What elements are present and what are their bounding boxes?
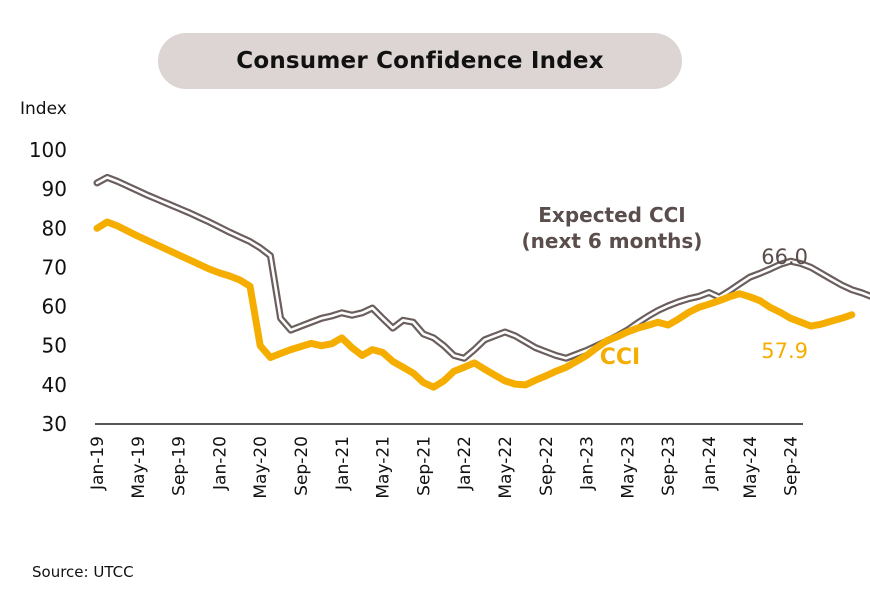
expected-cci-label-line1: Expected CCI [538, 203, 686, 227]
y-tick-label: 30 [42, 412, 67, 436]
x-tick-label: Sep-19 [170, 436, 190, 496]
x-tick-label: Jan-21 [333, 436, 353, 491]
y-tick-label: 40 [42, 373, 67, 397]
series-lines [93, 173, 870, 391]
x-tick-label: Sep-22 [537, 436, 557, 496]
source-note: Source: UTCC [32, 563, 134, 581]
x-tick-label: May-23 [618, 436, 638, 499]
y-tick-label: 70 [42, 255, 67, 279]
chart-title: Consumer Confidence Index [236, 48, 604, 74]
y-tick-label: 90 [42, 177, 67, 201]
x-tick-label: Jan-23 [578, 436, 598, 491]
x-tick-label: Sep-23 [659, 436, 679, 496]
x-tick-label: May-22 [496, 436, 516, 499]
x-tick-label: Sep-21 [414, 436, 434, 496]
expected-cci-label-line2: (next 6 months) [522, 229, 703, 253]
x-tick-label: May-19 [129, 436, 149, 499]
x-tick-label: Jan-24 [700, 436, 720, 491]
series-line-cci [93, 218, 856, 391]
y-tick-label: 60 [42, 295, 67, 319]
chart-title-pill: Consumer Confidence Index [158, 33, 682, 89]
expected-cci-end-value: 66.0 [761, 245, 808, 269]
x-tick-label: Jan-20 [210, 436, 230, 491]
cci-label: CCI [600, 345, 640, 370]
series-line-expected-cci-next-6-months-inner [95, 176, 870, 360]
x-tick-label: Jan-19 [88, 436, 108, 491]
x-tick-label: May-21 [374, 436, 394, 499]
x-tick-label: Sep-20 [292, 436, 312, 496]
x-tick-label: May-24 [741, 436, 761, 499]
y-tick-labels: 30 40 50 60 70 80 90 100 [29, 138, 67, 436]
y-tick-label: 80 [42, 216, 67, 240]
y-tick-label: 100 [29, 138, 67, 162]
x-tick-label: Jan-22 [455, 436, 475, 491]
cci-end-value: 57.9 [761, 339, 808, 363]
x-tick-label: May-20 [251, 436, 271, 499]
x-tick-labels: Jan-19 May-19 Sep-19 Jan-20 May-20 Sep-20 Jan-… [88, 436, 802, 499]
y-tick-label: 50 [42, 334, 67, 358]
x-tick-label: Sep-24 [782, 436, 802, 496]
y-axis-label: Index [20, 99, 67, 119]
